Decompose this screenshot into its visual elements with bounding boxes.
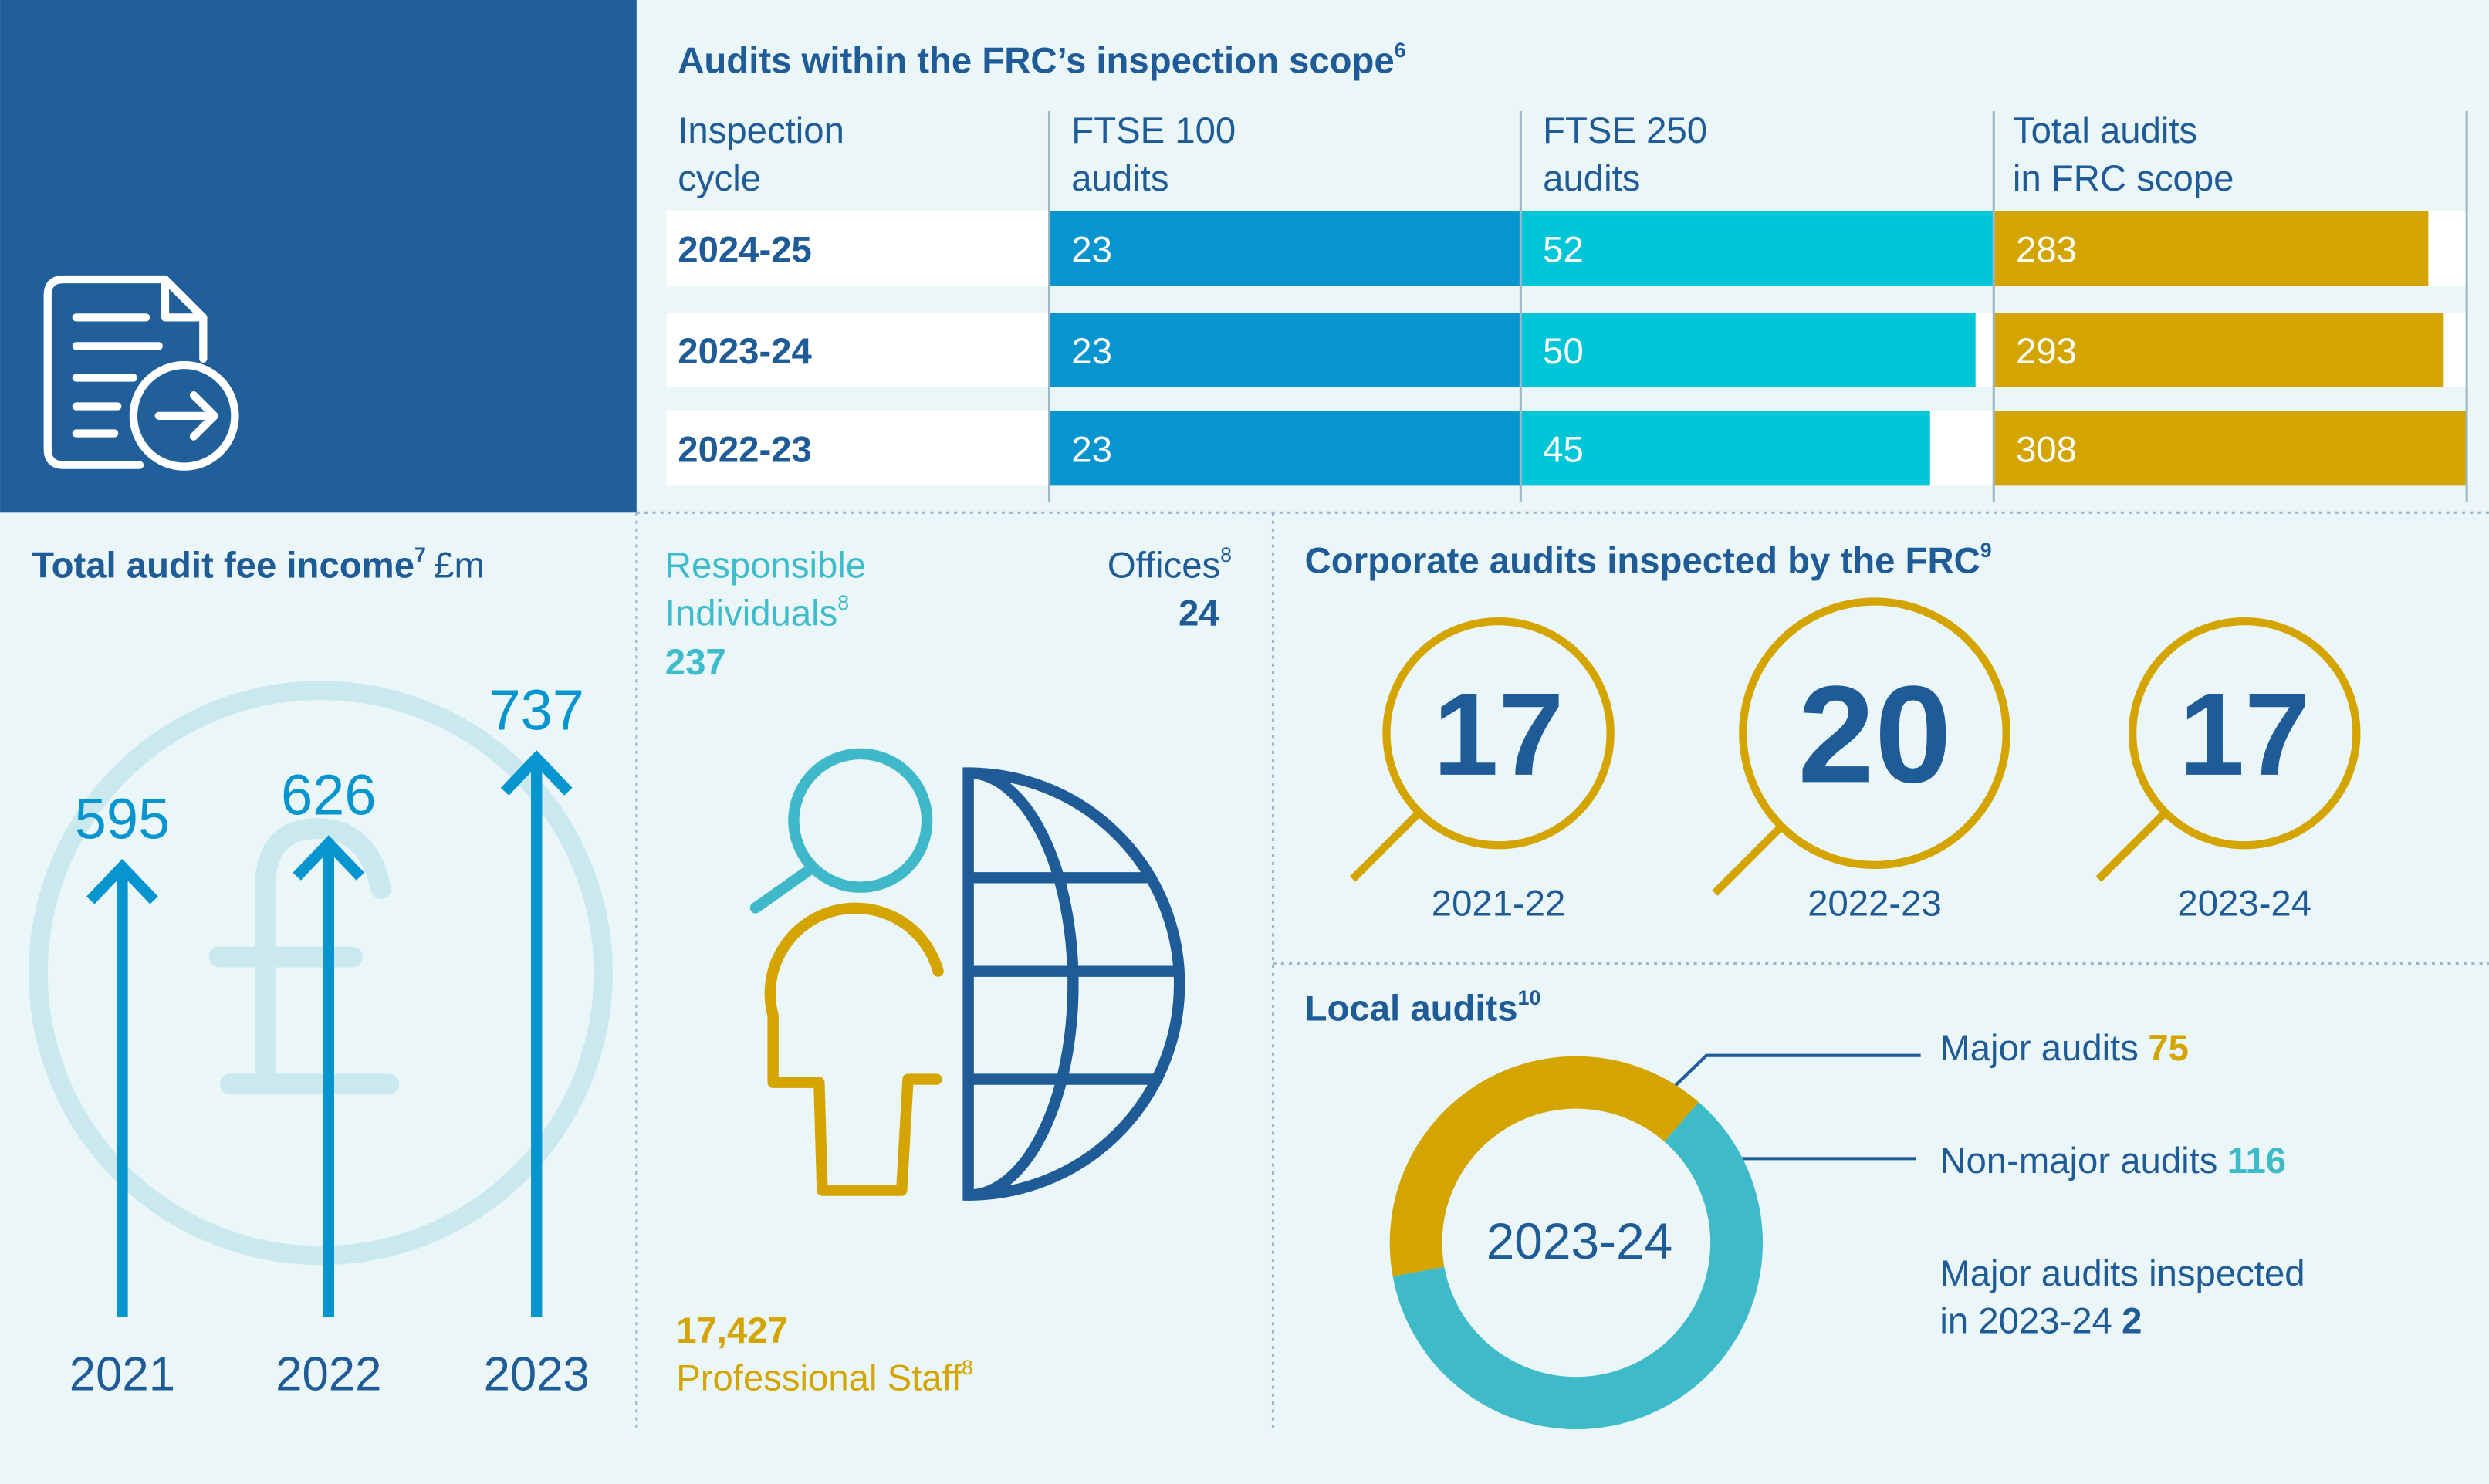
separators	[635, 511, 2489, 1429]
bar-label: 23	[1071, 229, 1112, 270]
bar-label: 23	[1071, 429, 1112, 470]
local-panel: Local audits10 2023-24 Major audits 75 No…	[1305, 986, 2305, 1430]
inspected-legend: Major audits inspected in 2023-24 2	[1939, 1253, 2305, 1342]
year-label: 2023	[484, 1348, 590, 1401]
bar	[1520, 313, 1976, 387]
year-label: 2022	[276, 1348, 381, 1401]
scope-table: Audits within the FRC’s inspection scope…	[666, 39, 2469, 502]
column-header: cycle	[678, 158, 761, 199]
magnifier-handle	[1349, 810, 1422, 882]
local-title: Local audits10	[1305, 986, 1541, 1029]
icon-panel	[0, 0, 637, 513]
bar-label: 50	[1543, 331, 1584, 372]
column-header: audits	[1543, 158, 1640, 199]
column-header: in FRC scope	[2013, 158, 2234, 199]
offices-label: Offices8	[1108, 543, 1232, 587]
count: 20	[1797, 657, 1951, 811]
value-label: 737	[489, 678, 584, 742]
nonmajor-legend: Non-major audits 116	[1939, 1141, 2286, 1181]
bar	[1520, 211, 1994, 286]
staff-label: Professional Staff8	[676, 1356, 973, 1399]
bar	[1049, 211, 1521, 286]
year-label: 2021	[69, 1348, 175, 1401]
bar-label: 52	[1543, 229, 1584, 270]
bar	[1520, 411, 1930, 486]
cycle-label: 2021-22	[1432, 884, 1566, 925]
column-header: audits	[1071, 158, 1168, 199]
column-header: FTSE 100	[1071, 110, 1236, 151]
corporate-title: Corporate audits inspected by the FRC9	[1305, 539, 1992, 582]
bar-label: 23	[1071, 331, 1112, 372]
table-title: Audits within the FRC’s inspection scope…	[678, 39, 1405, 82]
bar	[1994, 211, 2429, 286]
magnifier	[2128, 617, 2361, 850]
row-label: 2023-24	[678, 331, 812, 372]
people-icon	[749, 748, 1185, 1201]
arrow-head	[500, 750, 573, 796]
row-label: 2022-23	[678, 429, 812, 470]
donut-segment	[1392, 1102, 1763, 1430]
bar-label: 293	[2016, 331, 2077, 372]
bar	[1049, 313, 1521, 387]
staff-value: 17,427	[676, 1310, 788, 1351]
fee-panel: Total audit fee income7 £m 595 2021 626 2022…	[29, 543, 613, 1401]
column-header: FTSE 250	[1543, 110, 1707, 151]
row-label: 2024-25	[678, 229, 812, 270]
bar	[1049, 411, 1521, 486]
people-panel: Responsible Individuals8 237 Offices8 24 …	[665, 543, 1232, 1399]
count: 17	[2179, 669, 2309, 800]
count: 17	[1433, 669, 1564, 800]
bar	[1994, 313, 2444, 387]
arrow-head	[86, 858, 158, 904]
column-header: Total audits	[2013, 110, 2197, 151]
bar-label: 308	[2016, 429, 2077, 470]
magnifier-handle	[2095, 810, 2169, 882]
fee-title: Total audit fee income7 £m	[32, 543, 485, 587]
value-label: 595	[75, 786, 171, 850]
major-legend: Major audits 75	[1939, 1028, 2189, 1069]
document-icon	[43, 275, 239, 471]
bar	[1994, 411, 2467, 486]
corporate-panel: Corporate audits inspected by the FRC9 1…	[1305, 539, 2361, 925]
bar-label: 283	[2016, 229, 2077, 270]
bar-label: 45	[1543, 429, 1584, 470]
column-header: Inspection	[678, 110, 844, 151]
individuals-value: 237	[665, 642, 726, 683]
pound-circle	[29, 681, 613, 1266]
cycle-label: 2022-23	[1808, 884, 1942, 925]
donut-segment	[1389, 1056, 1699, 1276]
individuals-label: Responsible Individuals8	[665, 546, 866, 634]
arrow-head	[293, 835, 365, 881]
value-label: 626	[281, 763, 377, 827]
magnifier	[1739, 597, 2010, 870]
donut-center: 2023-24	[1486, 1212, 1672, 1269]
offices-value: 24	[1179, 593, 1219, 634]
cycle-label: 2023-24	[2177, 884, 2311, 925]
magnifier-handle	[1712, 823, 1784, 896]
magnifier	[1382, 617, 1615, 850]
